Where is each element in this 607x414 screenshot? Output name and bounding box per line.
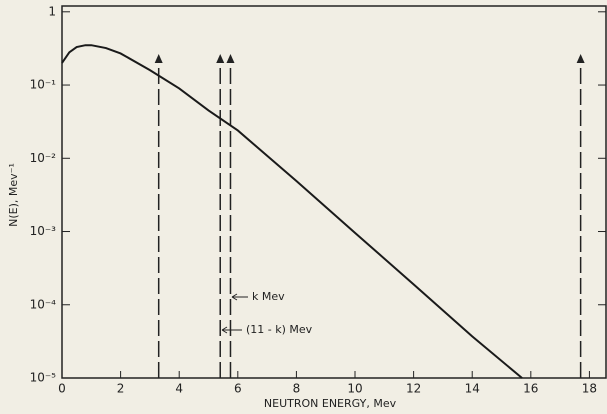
y-tick-label: 10⁻⁵	[30, 371, 57, 385]
annotation: (11 - k) Mev	[246, 323, 313, 336]
x-tick-label: 6	[234, 382, 242, 396]
x-tick-label: 18	[582, 382, 597, 396]
arrowhead	[226, 54, 235, 63]
y-tick-label: 10⁻¹	[30, 78, 57, 92]
y-tick-label: 10⁻³	[30, 224, 57, 238]
y-tick-label: 10⁻⁴	[30, 297, 57, 311]
x-tick-label: 12	[406, 382, 421, 396]
y-axis-label: N(E), Mev⁻¹	[7, 163, 20, 227]
x-tick-label: 14	[465, 382, 480, 396]
arrowhead	[216, 54, 225, 63]
x-tick-label: 0	[58, 382, 66, 396]
y-tick-label: 1	[48, 4, 56, 18]
annotation-arrow	[221, 326, 242, 334]
x-tick-label: 2	[117, 382, 125, 396]
annotation: k Mev	[252, 290, 285, 303]
x-tick-label: 16	[523, 382, 538, 396]
x-tick-label: 8	[293, 382, 301, 396]
x-axis-label: NEUTRON ENERGY, Mev	[264, 397, 397, 410]
annotation-arrow	[231, 293, 248, 301]
x-tick-label: 4	[175, 382, 183, 396]
plot-frame	[61, 5, 607, 379]
arrowhead	[154, 54, 163, 63]
y-tick-label: 10⁻²	[30, 151, 57, 165]
x-tick-label: 10	[347, 382, 362, 396]
curve	[61, 44, 523, 379]
arrowhead	[576, 54, 585, 63]
